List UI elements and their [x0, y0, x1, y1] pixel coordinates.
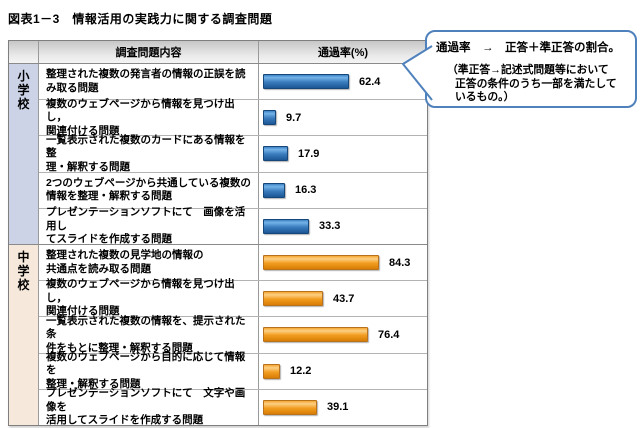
rate-cell: 9.7 — [259, 100, 427, 135]
problem-text: 整理された複数の見学地の情報の 共通点を読み取る問題 — [39, 244, 259, 281]
table-row: 複数のウェブページから情報を見つけ出し， 関連付ける問題 9.7 — [39, 98, 427, 137]
table-row: 一覧表示された複数の情報を、提示された条 件をもとに整理・解釈する問題 76.4 — [39, 315, 427, 354]
problem-text-lines: 整理された複数の発言者の情報の正誤を読 み取る問題 — [46, 68, 246, 94]
pass-rate-value: 39.1 — [327, 401, 349, 414]
pass-rate-bar — [263, 146, 288, 162]
rate-cell: 33.3 — [259, 209, 427, 244]
problem-text: 整理された複数の発言者の情報の正誤を読 み取る問題 — [39, 64, 259, 100]
problem-text-lines: プレゼンテーションソフトにて 文字や画像を 活用してスライドを作成する問題 — [46, 387, 246, 427]
problem-text-lines: プレゼンテーションソフトにて 画像を活用し てスライドを作成する問題 — [46, 206, 246, 246]
school-group-label: 中学校 — [9, 244, 39, 425]
table-header-row: 調査問題内容 通過率(%) — [9, 41, 427, 64]
problem-text-lines: 一覧表示された複数のカードにある情報を整 理・解釈する問題 — [46, 133, 246, 173]
problem-text: 複数のウェブページから目的に応じて情報を 整理・解釈する問題 — [39, 350, 259, 390]
table-body: 小学校整理された複数の発言者の情報の正誤を読 み取る問題 62.4 複数のウェブページ… — [9, 64, 427, 427]
group-header-cell — [9, 41, 39, 63]
pass-rate-value: 17.9 — [298, 147, 320, 160]
problem-text: 一覧表示された複数の情報を、提示された条 件をもとに整理・解釈する問題 — [39, 315, 259, 354]
callout-tail — [402, 45, 433, 101]
problem-text-lines: 整理された複数の見学地の情報の 共通点を読み取る問題 — [46, 249, 204, 275]
pass-rate-bar — [263, 327, 368, 343]
rate-cell: 84.3 — [259, 245, 427, 280]
pass-rate-value: 12.2 — [290, 365, 312, 378]
table-row: 2つのウェブページから共通している複数の 情報を整理・解釈する問題 16.3 — [39, 171, 427, 208]
group-rows: 整理された複数の見学地の情報の 共通点を読み取る問題 84.3 複数のウェブページから… — [39, 244, 427, 427]
callout-note-line2: 正答の条件のうち一部を満たして — [455, 77, 617, 90]
table-row: 一覧表示された複数のカードにある情報を整 理・解釈する問題 17.9 — [39, 134, 427, 173]
school-group: 中学校整理された複数の見学地の情報の 共通点を読み取る問題 84.3 複数のウェブペー… — [9, 243, 427, 427]
rate-cell: 43.7 — [259, 281, 427, 316]
problem-text-lines: 複数のウェブページから情報を見つけ出し， 関連付ける問題 — [46, 97, 235, 137]
problem-text-lines: 一覧表示された複数の情報を、提示された条 件をもとに整理・解釈する問題 — [46, 314, 246, 354]
problem-text: 複数のウェブページから情報を見つけ出し， 関連付ける問題 — [39, 278, 259, 318]
table-row: 複数のウェブページから情報を見つけ出し， 関連付ける問題 43.7 — [39, 278, 427, 318]
pass-rate-value: 9.7 — [286, 111, 302, 124]
problem-text-lines: 複数のウェブページから情報を見つけ出し， 関連付ける問題 — [46, 278, 235, 318]
content-header-cell: 調査問題内容 — [39, 41, 259, 63]
survey-table: 調査問題内容 通過率(%) 小学校整理された複数の発言者の情報の正誤を読 み取る問… — [8, 40, 428, 426]
pass-rate-bar — [263, 363, 280, 379]
pass-rate-value: 33.3 — [319, 220, 341, 233]
problem-text: 複数のウェブページから情報を見つけ出し， 関連付ける問題 — [39, 98, 259, 137]
problem-text: 一覧表示された複数のカードにある情報を整 理・解釈する問題 — [39, 134, 259, 173]
table-row: プレゼンテーションソフトにて 画像を活用し てスライドを作成する問題 33.3 — [39, 206, 427, 246]
pass-rate-bar — [263, 255, 379, 271]
rate-cell: 12.2 — [259, 354, 427, 389]
school-group-label: 小学校 — [9, 64, 39, 244]
figure-title: 図表1－3 情報活用の実践力に関する調査問題 — [8, 12, 273, 26]
table-row: 複数のウェブページから目的に応じて情報を 整理・解釈する問題 12.2 — [39, 350, 427, 390]
table-row: プレゼンテーションソフトにて 文字や画像を 活用してスライドを作成する問題 39.1 — [39, 387, 427, 427]
problem-text: プレゼンテーションソフトにて 文字や画像を 活用してスライドを作成する問題 — [39, 387, 259, 427]
rate-cell: 76.4 — [259, 317, 427, 352]
pass-rate-value: 16.3 — [295, 184, 317, 197]
problem-text: プレゼンテーションソフトにて 画像を活用し てスライドを作成する問題 — [39, 206, 259, 246]
pass-rate-value: 76.4 — [378, 328, 400, 341]
callout-note-line3: いるもの。） — [455, 91, 515, 103]
pass-rate-bar — [263, 182, 285, 198]
pass-rate-bar — [263, 399, 317, 415]
school-group: 小学校整理された複数の発言者の情報の正誤を読 み取る問題 62.4 複数のウェブページ… — [9, 64, 427, 246]
callout-note-line1: （準正答→記述式問題等において — [447, 64, 609, 76]
table-row: 整理された複数の見学地の情報の 共通点を読み取る問題 84.3 — [39, 244, 427, 281]
pass-rate-bar — [263, 74, 349, 90]
rate-cell: 62.4 — [259, 64, 427, 99]
pass-rate-bar — [263, 291, 323, 307]
callout-definition-text: 通過率 → 正答＋準正答の割合。 — [436, 42, 620, 54]
problem-text-lines: 2つのウェブページから共通している複数の 情報を整理・解釈する問題 — [46, 176, 251, 203]
pass-rate-value: 84.3 — [389, 256, 411, 269]
rate-header-cell: 通過率(%) — [317, 47, 369, 59]
rate-cell: 17.9 — [259, 136, 427, 171]
pass-rate-bar — [263, 110, 276, 126]
pass-rate-value: 62.4 — [359, 75, 381, 88]
problem-text: 2つのウェブページから共通している複数の 情報を整理・解釈する問題 — [39, 172, 259, 208]
rate-cell: 16.3 — [259, 173, 427, 208]
group-rows: 整理された複数の発言者の情報の正誤を読 み取る問題 62.4 複数のウェブページから情… — [39, 64, 427, 246]
table-row: 整理された複数の発言者の情報の正誤を読 み取る問題 62.4 — [39, 64, 427, 100]
pass-rate-value: 43.7 — [333, 292, 355, 305]
pass-rate-bar — [263, 218, 309, 234]
rate-cell: 39.1 — [259, 390, 427, 425]
pass-rate-note-callout: 通過率 → 正答＋準正答の割合。 （準正答→記述式問題等において 正答の条件のう… — [425, 30, 637, 108]
problem-text-lines: 複数のウェブページから目的に応じて情報を 整理・解釈する問題 — [46, 350, 246, 390]
